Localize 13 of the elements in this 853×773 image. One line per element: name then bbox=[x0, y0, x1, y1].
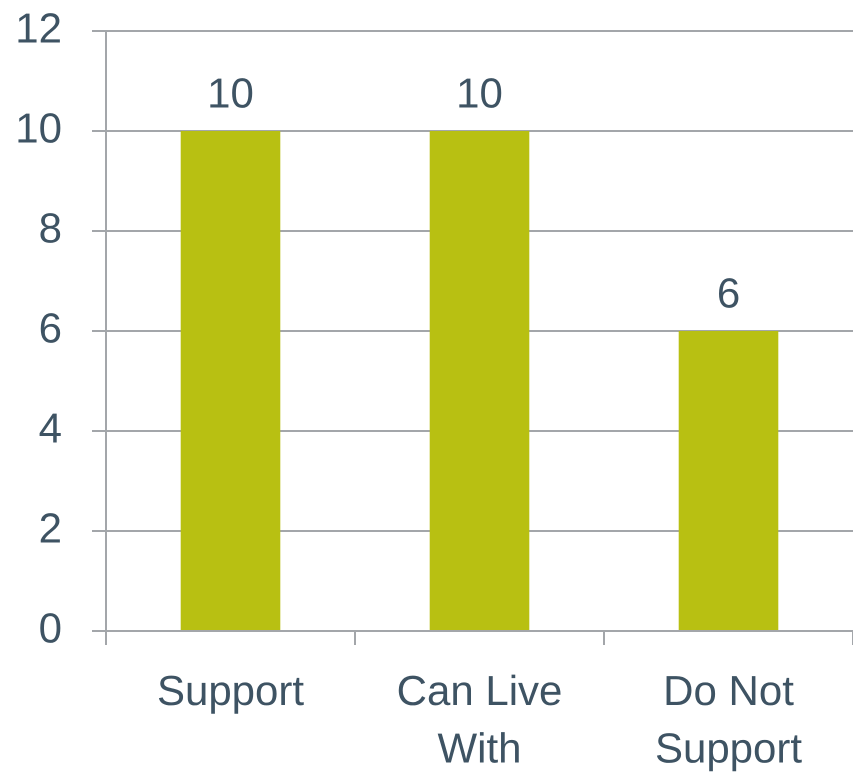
y-tick-label: 4 bbox=[38, 404, 62, 452]
y-tick-label: 8 bbox=[38, 204, 62, 252]
y-tick-label: 0 bbox=[38, 604, 62, 652]
y-tick-label: 6 bbox=[38, 304, 62, 352]
data-label: 10 bbox=[207, 70, 254, 117]
data-label: 6 bbox=[716, 270, 740, 317]
x-tick-label: Do Not Support bbox=[654, 667, 802, 772]
x-tick-label: Can Live With bbox=[396, 667, 562, 772]
x-tick-label: Support bbox=[156, 667, 304, 714]
y-tick-label: 2 bbox=[38, 504, 62, 552]
data-label: 10 bbox=[456, 70, 503, 117]
y-tick-label: 10 bbox=[15, 104, 62, 152]
y-tick-label: 12 bbox=[15, 4, 62, 52]
